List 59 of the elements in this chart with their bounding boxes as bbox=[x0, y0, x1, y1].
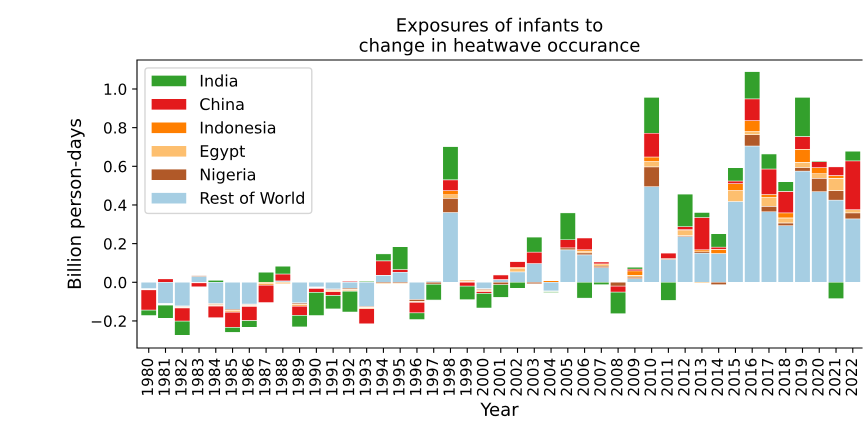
x-tick-label: 2011 bbox=[661, 359, 673, 396]
y-tick-label: 1.0 bbox=[104, 83, 126, 96]
x-tick-label: 1981 bbox=[158, 359, 170, 395]
x-tick-label: 1985 bbox=[225, 359, 237, 395]
x-tick-label: 2015 bbox=[728, 359, 740, 396]
legend-label: Nigeria bbox=[200, 168, 255, 184]
y-tick-label: 0.6 bbox=[104, 160, 126, 172]
x-tick-label: 2010 bbox=[644, 358, 656, 396]
x-tick-label: 1984 bbox=[208, 358, 220, 395]
x-tick-label: 2013 bbox=[694, 358, 706, 396]
y-tick-label: 0.4 bbox=[104, 199, 126, 211]
x-tick-label: 1998 bbox=[443, 358, 455, 395]
x-tick-label: 2022 bbox=[846, 359, 858, 396]
legend-label: Egypt bbox=[200, 145, 245, 160]
x-tick-label: 1996 bbox=[410, 358, 422, 395]
y-tick-label: 0.2 bbox=[104, 238, 126, 250]
legend-label: India bbox=[200, 74, 238, 87]
x-tick-label: 1999 bbox=[460, 358, 472, 395]
x-tick-label: 1991 bbox=[326, 359, 338, 395]
x-tick-label: 2019 bbox=[795, 358, 807, 396]
x-tick-label: 2017 bbox=[762, 359, 774, 396]
x-tick-label: 2002 bbox=[510, 359, 522, 396]
x-tick-label: 2008 bbox=[610, 358, 623, 396]
x-tick-label: 2014 bbox=[712, 358, 724, 396]
y-axis-title: Billion person-days bbox=[67, 119, 85, 288]
legend-label: Rest of World bbox=[200, 192, 304, 204]
x-tick-label: 2001 bbox=[494, 359, 506, 396]
x-tick-label: 2000 bbox=[476, 358, 488, 396]
x-tick-label: 1987 bbox=[258, 359, 271, 395]
x-tick-label: 1986 bbox=[242, 358, 254, 395]
y-tick-label: −0.2 bbox=[92, 315, 126, 327]
x-tick-label: 2007 bbox=[594, 359, 606, 396]
x-tick-label: 1989 bbox=[292, 358, 304, 395]
x-tick-label: 2021 bbox=[828, 359, 840, 396]
y-tick-label: 0.8 bbox=[104, 122, 126, 134]
x-tick-label: 1980 bbox=[142, 358, 154, 395]
x-tick-label: 1990 bbox=[309, 358, 321, 395]
legend-label: China bbox=[200, 98, 244, 110]
x-tick-label: 1983 bbox=[192, 358, 204, 395]
x-tick-label: 1982 bbox=[175, 359, 187, 395]
x-tick-label: 2018 bbox=[778, 358, 790, 396]
x-tick-label: 1988 bbox=[276, 358, 288, 395]
x-tick-label: 2009 bbox=[628, 358, 640, 396]
y-tick-label: 0.0 bbox=[104, 276, 126, 288]
legend-label: Indonesia bbox=[200, 121, 276, 134]
x-tick-label: 2004 bbox=[544, 358, 556, 396]
x-axis-title: Year bbox=[480, 402, 519, 416]
x-tick-label: 2005 bbox=[560, 359, 572, 396]
x-tick-label: 1997 bbox=[426, 359, 438, 395]
x-tick-label: 1993 bbox=[360, 358, 372, 395]
x-tick-label: 2016 bbox=[745, 358, 757, 396]
x-tick-label: 1994 bbox=[376, 358, 388, 395]
x-tick-label: 2012 bbox=[678, 359, 690, 396]
x-tick-label: 2020 bbox=[812, 358, 824, 396]
x-tick-label: 2006 bbox=[577, 358, 590, 396]
chart-title: Exposures of infants to change in heatwave occurance bbox=[360, 18, 640, 56]
x-tick-label: 2003 bbox=[527, 358, 539, 396]
x-tick-label: 1992 bbox=[342, 359, 354, 395]
x-tick-label: 1995 bbox=[393, 359, 405, 395]
